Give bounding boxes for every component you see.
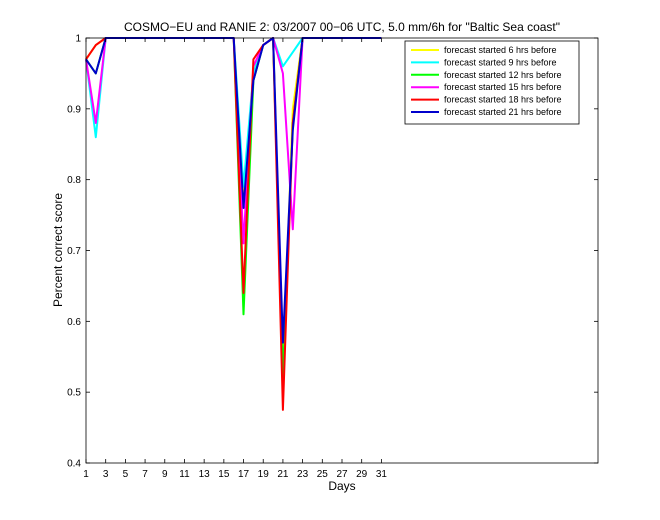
legend-label-5: forecast started 18 hrs before xyxy=(444,95,562,105)
y-axis-label: Percent correct score xyxy=(51,193,65,307)
x-tick-label: 17 xyxy=(238,469,250,480)
x-tick-label: 11 xyxy=(179,469,190,480)
legend-label-4: forecast started 15 hrs before xyxy=(444,82,562,92)
x-axis-label: Days xyxy=(328,479,355,493)
y-tick-label: 0.7 xyxy=(67,246,81,257)
x-tick-label: 27 xyxy=(336,469,348,480)
legend-label-1: forecast started 6 hrs before xyxy=(444,45,557,55)
legend: forecast started 6 hrs before forecast st… xyxy=(404,40,580,125)
y-axis: 0.4 0.5 0.6 0.7 0.8 0.9 1 xyxy=(67,34,598,470)
legend-label-3: forecast started 12 hrs before xyxy=(444,70,562,80)
y-tick-label: 0.8 xyxy=(67,175,81,186)
y-tick-label: 1 xyxy=(75,34,81,45)
legend-box xyxy=(404,40,580,125)
x-tick-label: 1 xyxy=(83,469,89,480)
x-tick-label: 13 xyxy=(199,469,211,480)
x-tick-label: 23 xyxy=(297,469,309,480)
y-tick-label: 0.5 xyxy=(67,388,81,399)
x-tick-label: 21 xyxy=(277,469,289,480)
x-tick-label: 31 xyxy=(376,469,388,480)
x-tick-label: 19 xyxy=(258,469,270,480)
chart-title: COSMO−EU and RANIE 2: 03/2007 00−06 UTC,… xyxy=(124,20,560,34)
x-tick-label: 29 xyxy=(356,469,368,480)
x-tick-label: 15 xyxy=(218,469,230,480)
legend-label-6: forecast started 21 hrs before xyxy=(444,107,562,117)
x-tick-label: 7 xyxy=(142,469,148,480)
y-tick-label: 0.4 xyxy=(67,459,81,470)
legend-label-2: forecast started 9 hrs before xyxy=(444,57,557,67)
x-tick-label: 9 xyxy=(162,469,168,480)
x-axis: 1 3 5 7 9 11 13 15 17 19 21 23 25 27 29 31 xyxy=(83,38,387,480)
y-tick-label: 0.9 xyxy=(67,104,81,115)
x-tick-label: 25 xyxy=(317,469,329,480)
x-tick-label: 3 xyxy=(103,469,109,480)
y-tick-label: 0.6 xyxy=(67,317,81,328)
x-tick-label: 5 xyxy=(123,469,129,480)
